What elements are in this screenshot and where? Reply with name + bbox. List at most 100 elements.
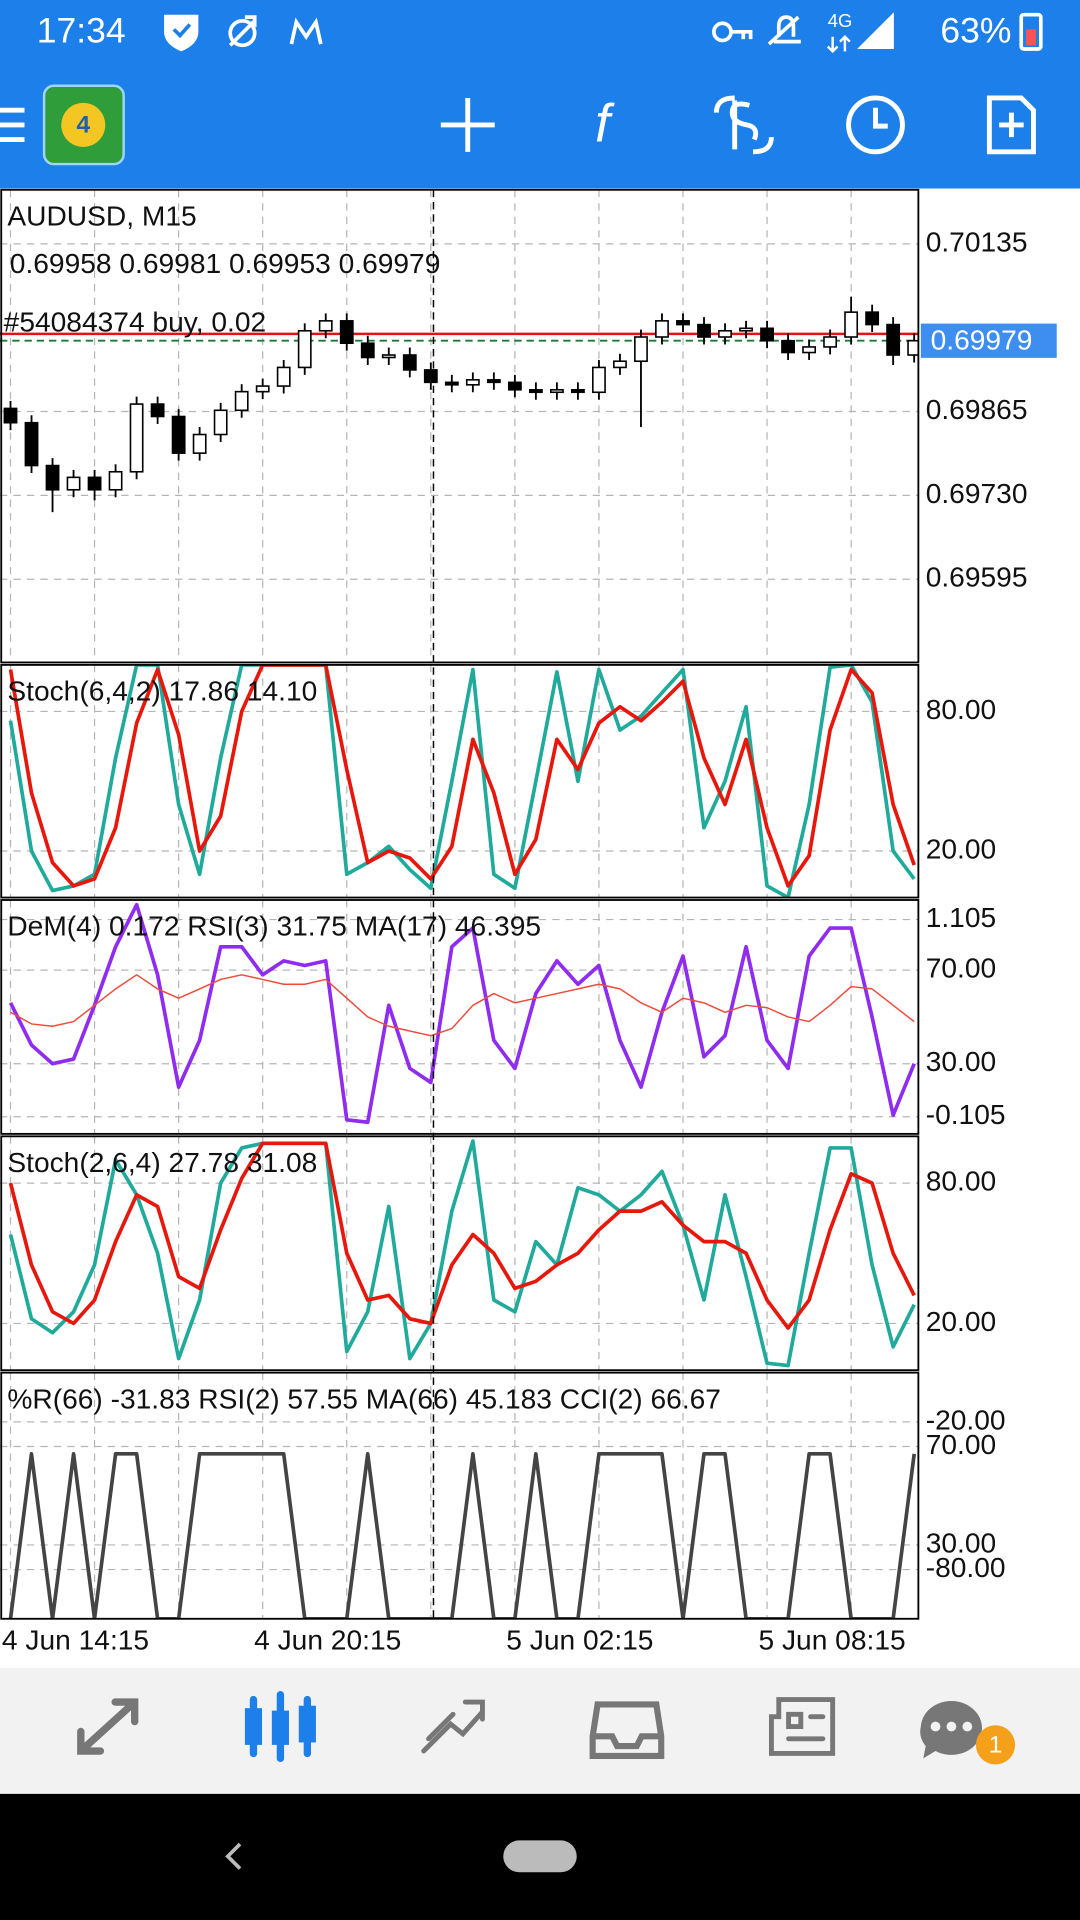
badge	[975, 1725, 1016, 1765]
candle-body	[571, 388, 585, 394]
panel-frame	[0, 188, 920, 664]
y-tick-label: 70.00	[926, 1429, 996, 1460]
y2-tick-label: -80.00	[926, 1552, 1006, 1583]
candle-body	[45, 464, 60, 491]
indicator-line	[8, 664, 916, 888]
candle-body	[402, 354, 417, 371]
candle-body	[781, 339, 795, 354]
candle-body	[865, 311, 880, 326]
order-label: #54084374 buy, 0.02	[4, 307, 267, 338]
candle-body	[234, 390, 249, 412]
nav-chart[interactable]	[244, 1691, 316, 1763]
home-button[interactable]	[503, 1840, 577, 1873]
y-tick-label: 0.69730	[926, 478, 1028, 509]
nav-quotes[interactable]	[77, 1698, 139, 1755]
panel-title: Stoch(2,6,4) 27.78 31.08	[7, 1147, 317, 1178]
candle-body	[486, 379, 501, 384]
candle-body	[549, 388, 564, 394]
candle-body	[718, 329, 732, 338]
status-network: 4G	[828, 10, 853, 31]
panel-title: %R(66) -31.83 RSI(2) 57.55 MA(66) 45.183…	[7, 1383, 721, 1414]
x-tick-label: 5 Jun 08:15	[758, 1624, 905, 1655]
status-battery: 63%	[940, 10, 1011, 50]
y2-tick-label: -0.105	[926, 1099, 1006, 1130]
candle-body	[444, 381, 459, 386]
status-icons	[164, 12, 1043, 52]
candle-body	[297, 329, 312, 369]
candle-body	[108, 470, 123, 491]
y-tick-label: 0.70135	[926, 226, 1028, 257]
status-time: 17:34	[37, 10, 126, 50]
candle-body	[528, 388, 543, 394]
candle-body	[802, 346, 817, 354]
indicator-line	[10, 974, 915, 1037]
panel-title: Stoch(6,4,2) 17.86 14.10	[7, 675, 317, 706]
candle-body	[318, 320, 333, 332]
nav-history[interactable]	[589, 1701, 665, 1759]
panel-frame	[0, 1371, 920, 1620]
y-tick-label: 80.00	[926, 1166, 996, 1197]
panel-title: AUDUSD, M15	[7, 200, 196, 231]
y-tick-label: 20.00	[926, 833, 996, 864]
trade-button[interactable]	[713, 95, 774, 155]
back-button[interactable]	[225, 1842, 242, 1870]
candle-body	[507, 381, 522, 391]
crosshair-button[interactable]	[440, 97, 495, 152]
candle-body	[760, 327, 774, 342]
objects-button[interactable]	[986, 95, 1036, 155]
candle-body	[192, 433, 207, 454]
candle-body	[907, 339, 919, 356]
candle-body	[339, 320, 354, 345]
y-tick-label: 30.00	[926, 1527, 996, 1558]
y-tick-label: 0.69595	[926, 562, 1028, 593]
candle-body	[381, 354, 396, 359]
panel	[0, 900, 919, 1134]
candle-body	[423, 369, 438, 384]
candle-body	[655, 320, 669, 338]
candle-body	[3, 407, 18, 424]
indicator-line	[8, 664, 916, 898]
y-tick-label: 70.00	[926, 953, 996, 984]
chart-area: 0.70135 0.69865 0.69730 0.69595 #54084374 bu…	[0, 188, 1080, 1668]
candle-body	[634, 336, 648, 363]
candle-body	[823, 336, 838, 348]
last-price-label: 0.69979	[931, 324, 1033, 355]
svg-text:4: 4	[76, 112, 90, 139]
candle-body	[150, 403, 165, 418]
candle-body	[213, 409, 228, 436]
y-tick-label: 0.69865	[926, 394, 1028, 425]
panel-frame	[0, 1135, 920, 1372]
indicator-line	[8, 1139, 916, 1368]
candle-body	[360, 342, 375, 359]
panel	[0, 664, 919, 898]
timeframe-button[interactable]	[846, 95, 905, 155]
candle-body	[129, 403, 144, 473]
candle-body	[276, 366, 291, 387]
candle-body	[24, 421, 39, 467]
panel-frame	[0, 663, 920, 899]
candle-body	[613, 360, 627, 369]
nav-trade[interactable]	[421, 1699, 485, 1754]
y-tick-label: 20.00	[926, 1306, 996, 1337]
app-header	[0, 0, 1080, 189]
nav-news[interactable]	[768, 1697, 836, 1756]
candle-body	[592, 366, 606, 394]
candle-body	[171, 415, 186, 454]
menu-button[interactable]	[0, 107, 25, 143]
x-tick-label: 4 Jun 20:15	[254, 1624, 401, 1655]
panel-title: DeM(4) 0.172 RSI(3) 31.75 MA(17) 46.395	[7, 911, 541, 942]
candle-body	[465, 379, 480, 386]
candle-body	[844, 311, 859, 338]
candle-body	[697, 323, 711, 338]
x-tick-label: 4 Jun 14:15	[2, 1624, 149, 1655]
panel-frame	[0, 899, 920, 1135]
y-tick-label: 30.00	[926, 1046, 996, 1077]
chart-subtitle: 0.69958 0.69981 0.69953 0.69979	[10, 248, 441, 279]
indicator-line	[8, 1141, 916, 1330]
bottom-nav	[0, 1667, 1080, 1794]
nav-messages[interactable]	[920, 1701, 982, 1759]
candle-body	[87, 476, 102, 491]
last-price-box	[920, 323, 1057, 358]
